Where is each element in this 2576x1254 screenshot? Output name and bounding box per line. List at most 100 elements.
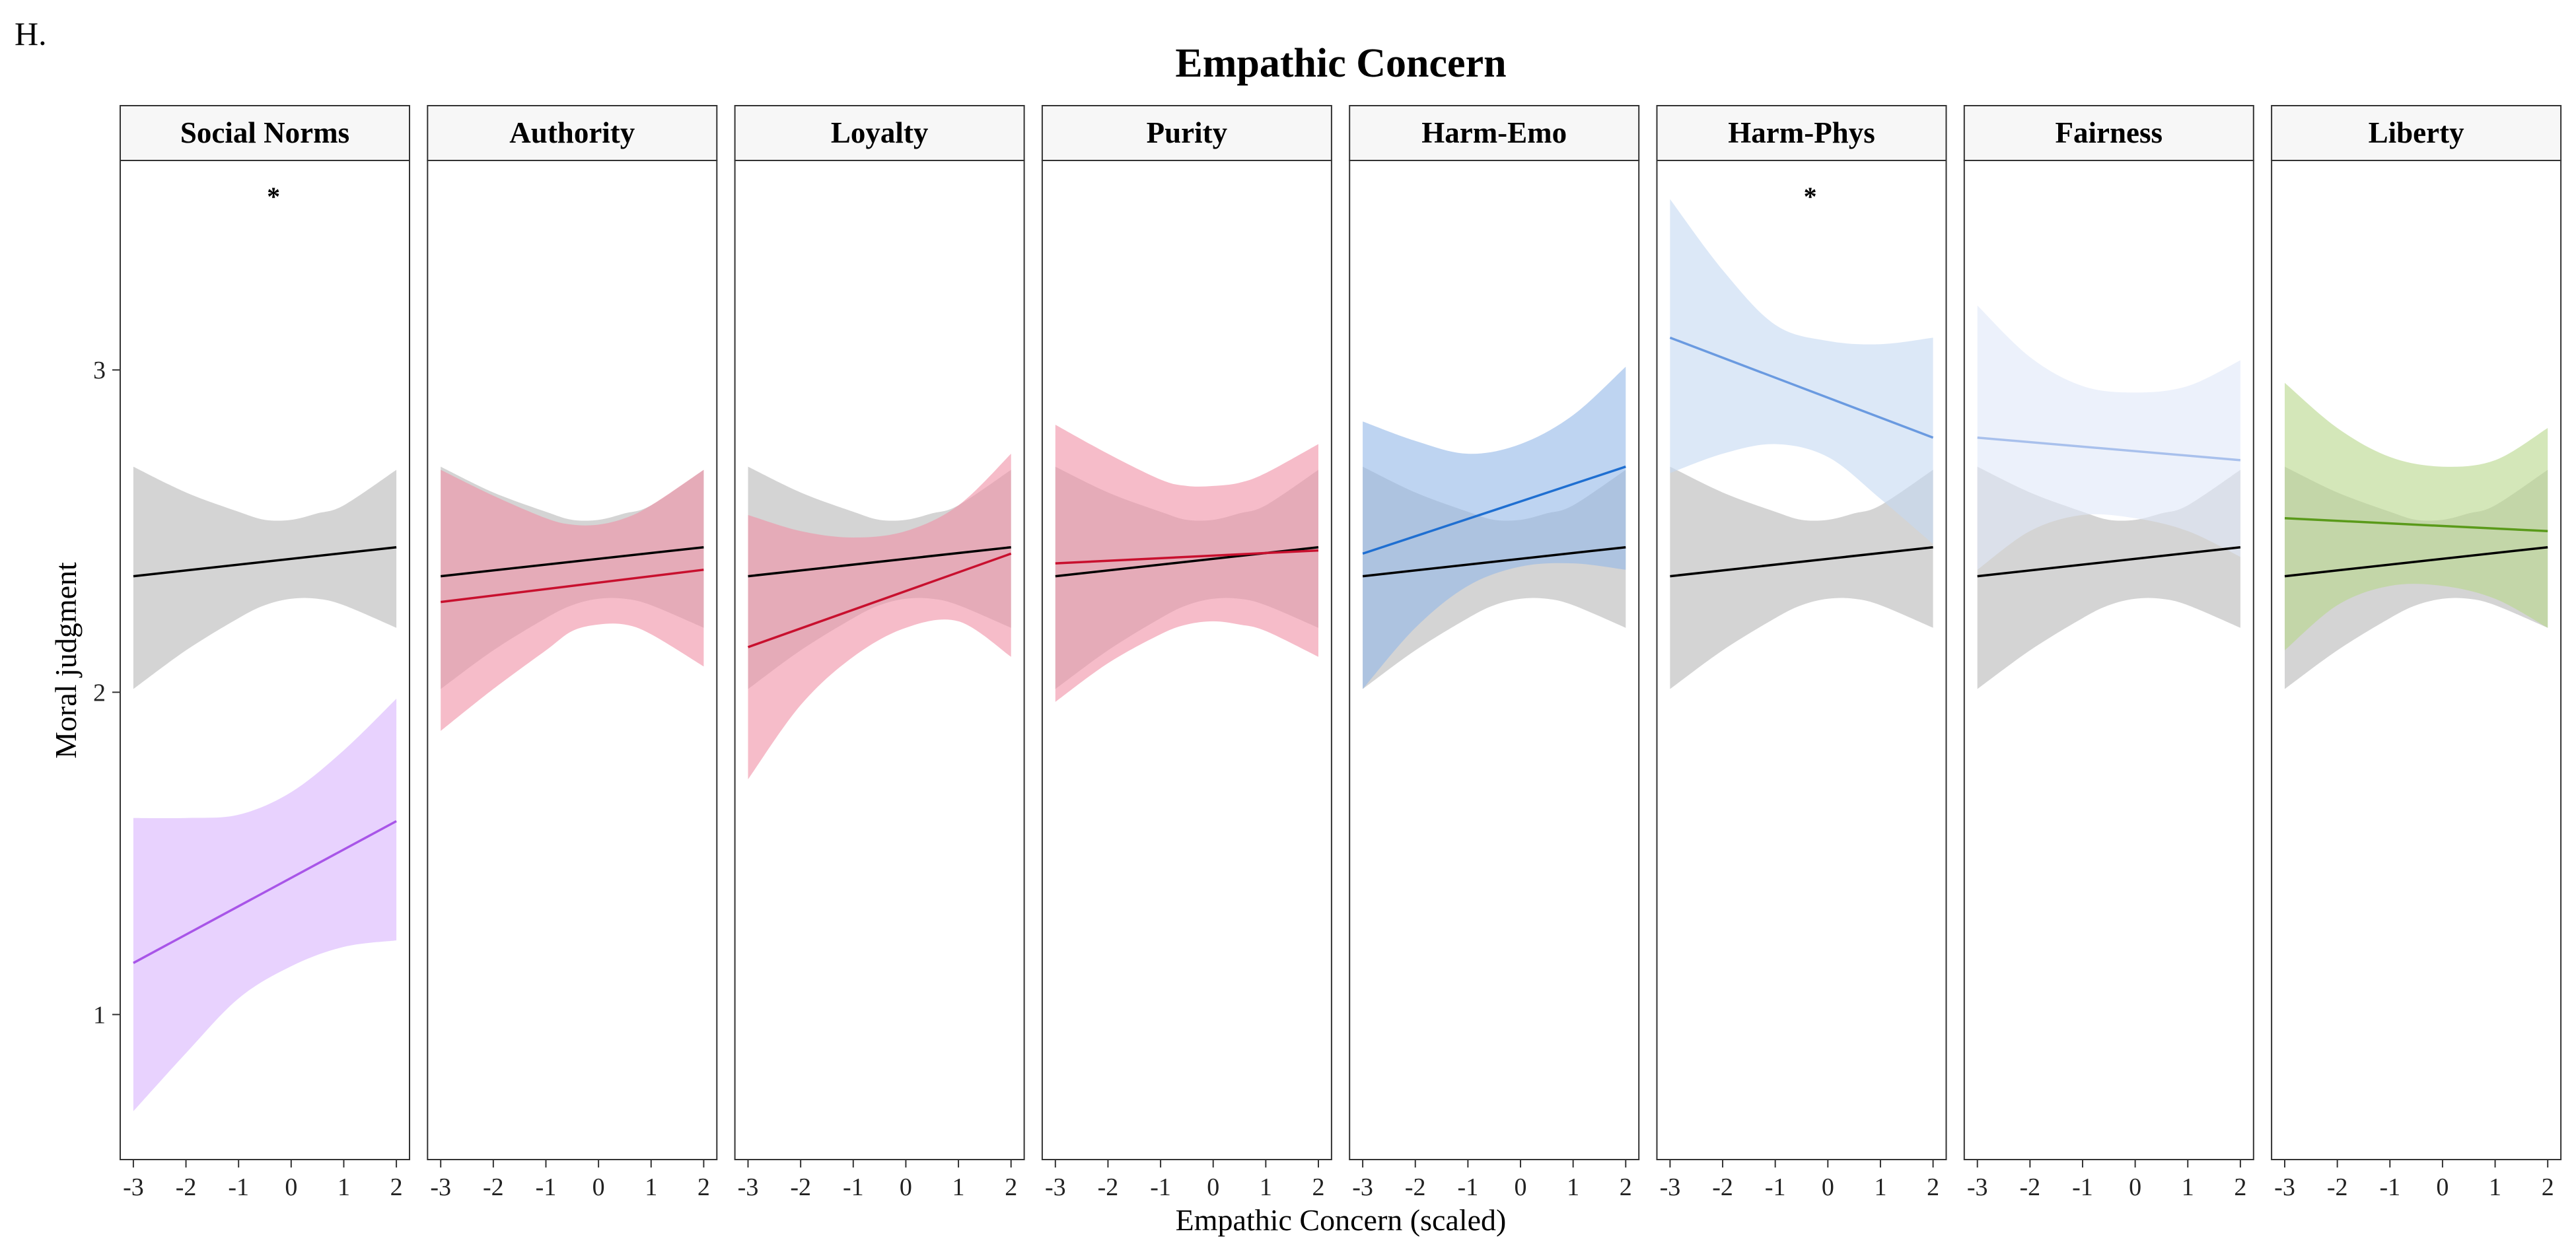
facet-purity: Purity -3 -2 -1 0 1 2 [1041,105,1332,1201]
series-ci-band [2285,382,2548,650]
x-tick-label: -2 [2327,1173,2348,1201]
x-tick-label: -3 [430,1173,451,1201]
x-tick-label: -2 [2020,1173,2041,1201]
reference-fit-line [748,545,1011,578]
x-tick-label: 0 [285,1173,297,1201]
reference-ci-band [133,466,397,689]
facet-strip-label: Authority [509,116,635,149]
x-tick-label: 2 [1620,1173,1632,1201]
x-tick-label: 1 [2489,1173,2501,1201]
series-ci-band [133,699,397,1111]
panel-border [1963,160,2254,1160]
series-ci-band [1670,199,1933,544]
facet-strip [1963,105,2254,161]
x-tick-label: -2 [483,1173,504,1201]
x-tick-label: -3 [123,1173,144,1201]
facet-panels: Social Norms * -3 -2 -1 0 1 2 Authority -3 -2 -1 0 1 2… [93,105,2562,1201]
series-fit-line [133,819,397,964]
series-ci-band [748,454,1011,780]
series-fit-line [1362,466,1626,555]
panel-border [1041,160,1332,1160]
x-tick-label: 1 [1260,1173,1272,1201]
y-tick-label: 2 [93,679,106,707]
x-tick-label: 0 [2436,1173,2449,1201]
reference-fit-line [1362,545,1626,578]
x-tick-label: -3 [1352,1173,1373,1201]
facet-strip-label: Purity [1147,116,1228,149]
x-tick-label: -2 [1098,1173,1119,1201]
x-tick-label: -2 [176,1173,197,1201]
series-ci-band [1977,305,2240,570]
x-tick-label: -1 [1765,1173,1786,1201]
y-axis: 1 2 3 [93,357,120,1029]
x-tick-label: -1 [1458,1173,1479,1201]
reference-ci-band [1670,466,1933,689]
series-fit-line [1669,336,1934,439]
x-tick-label: 0 [592,1173,605,1201]
series-fit-line [1055,549,1319,565]
reference-fit-line [1977,545,2241,578]
reference-fit-line [1670,545,1933,578]
significance-marker: * [1804,182,1817,211]
x-tick-label: 0 [2129,1173,2141,1201]
panel-border [734,160,1025,1160]
x-tick-label: 0 [1207,1173,1219,1201]
facet-strip [1656,105,1947,161]
x-tick-label: -1 [1150,1173,1171,1201]
chart-title: Empathic Concern [1175,41,1506,86]
x-tick-label: -1 [2072,1173,2093,1201]
x-tick-label: -3 [1967,1173,1988,1201]
reference-fit-line [133,545,397,578]
facet-social-norms: Social Norms * -3 -2 -1 0 1 2 [120,105,410,1201]
x-tick-label: -1 [2379,1173,2400,1201]
x-tick-label: -1 [843,1173,864,1201]
y-axis-label: Moral judgment [49,562,83,759]
x-tick-label: -3 [2274,1173,2295,1201]
series-ci-band [1055,425,1318,702]
facet-fairness: Fairness -3 -2 -1 0 1 2 [1963,105,2254,1201]
facet-strip-label: Liberty [2369,116,2464,149]
x-tick-label: 2 [698,1173,710,1201]
series-fit-line [747,552,1012,648]
series-ci-band [1363,366,1626,689]
x-tick-label: 1 [338,1173,350,1201]
reference-fit-line [441,545,704,578]
facet-strip [2271,105,2562,161]
series-fit-line [2284,517,2548,533]
series-ci-band [441,470,704,731]
reference-fit-line [2284,545,2548,578]
x-tick-label: -3 [1660,1173,1681,1201]
facet-harm-emo: Harm-Emo -3 -2 -1 0 1 2 [1349,105,1640,1201]
x-tick-label: 0 [900,1173,912,1201]
facet-strip [427,105,718,161]
significance-marker: * [267,182,280,211]
facet-strip-label: Harm-Emo [1421,116,1567,149]
x-tick-label: 2 [1005,1173,1017,1201]
x-tick-label: -3 [1045,1173,1066,1201]
panel-border [1349,160,1640,1160]
y-tick-label: 3 [93,357,106,384]
facet-strip-label: Social Norms [180,116,349,149]
x-tick-label: -2 [1712,1173,1733,1201]
panel-border [120,160,410,1160]
series-fit-line [1977,436,2241,462]
x-tick-label: 0 [1822,1173,1834,1201]
x-tick-label: -3 [738,1173,759,1201]
y-tick-label: 1 [93,1001,106,1029]
series-fit-line [440,569,704,604]
panel-border [1656,160,1947,1160]
x-tick-label: 1 [645,1173,657,1201]
x-tick-label: 2 [1312,1173,1324,1201]
facet-harm-phys: Harm-Phys * -3 -2 -1 0 1 2 [1656,105,1947,1201]
x-tick-label: 1 [1567,1173,1579,1201]
x-tick-label: 2 [2542,1173,2554,1201]
panel-tag: H. [15,15,47,52]
x-tick-label: 2 [1927,1173,1939,1201]
x-tick-label: -2 [790,1173,811,1201]
facet-strip [1349,105,1640,161]
x-tick-label: 1 [1874,1173,1886,1201]
facet-strip-label: Loyalty [831,116,929,149]
x-tick-label: 1 [952,1173,965,1201]
panel-border [2271,160,2562,1160]
facet-loyalty: Loyalty -3 -2 -1 0 1 2 [734,105,1025,1201]
